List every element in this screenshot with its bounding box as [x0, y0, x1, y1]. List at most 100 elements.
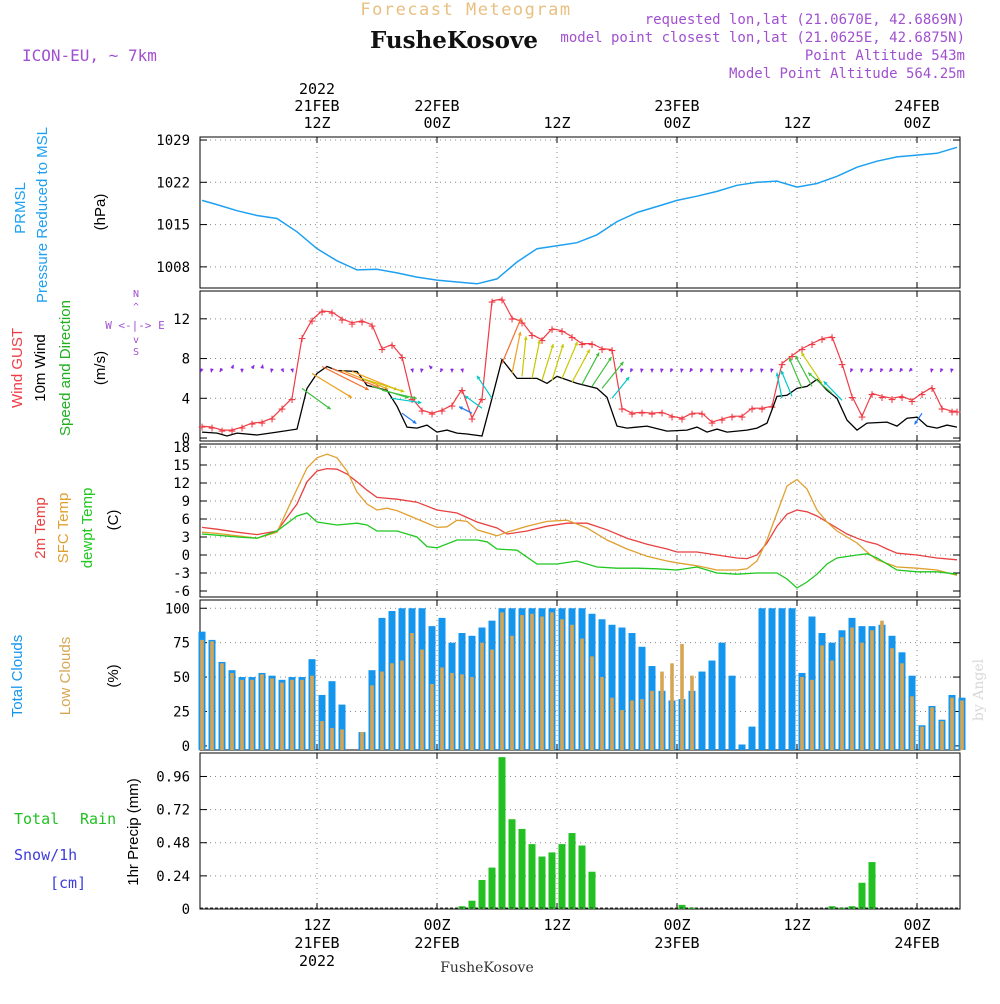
gust-marker: +: [418, 404, 426, 419]
low-cloud-bar: [380, 671, 384, 750]
wind-arrow: [391, 397, 422, 404]
wind-arrow-head: [537, 340, 541, 344]
gust-marker: +: [588, 338, 596, 353]
top-time-label: 2022: [299, 80, 335, 98]
wind-arrow-head: [459, 406, 463, 410]
bottom-time-label: 22FEB: [414, 934, 459, 952]
dewpt-line: [201, 512, 958, 589]
low-cloud-bar: [220, 663, 224, 750]
bottom-time-label: 24FEB: [894, 934, 939, 952]
pressure-line: [201, 146, 958, 285]
low-cloud-bar: [890, 648, 894, 750]
gust-marker: +: [953, 405, 961, 420]
wind-arrow-head: [869, 367, 874, 372]
wind-arrow: [301, 387, 332, 410]
gust-marker: +: [368, 319, 376, 334]
wind-arrow-head: [700, 368, 704, 373]
wind-arrow-head: [347, 394, 352, 398]
wind-arrow-head: [850, 368, 854, 373]
wind-arrow-head: [290, 368, 294, 373]
pressure-ytick-label: 1015: [156, 218, 190, 234]
label-pressure-msl: Pressure Reduced to MSL: [34, 127, 51, 303]
wind-arrow-head: [450, 368, 454, 373]
low-cloud-bar: [410, 633, 414, 750]
low-cloud-bar: [250, 679, 254, 750]
wind-arrow-head: [464, 395, 469, 400]
location-title: FusheKosove: [370, 27, 538, 54]
gust-marker: +: [608, 344, 616, 359]
wind-arrow-head: [880, 368, 884, 373]
gust-marker: +: [388, 339, 396, 354]
label-prmsl: PRMSL: [12, 182, 29, 234]
precipitation-ytick-label: 0: [182, 902, 190, 918]
model-altitude: Model Point Altitude 564.25m: [729, 66, 965, 82]
gust-marker: +: [488, 295, 496, 310]
total-cloud-bar: [728, 675, 736, 750]
total-cloud-bar: [338, 704, 346, 750]
label-precip-axis: 1hr Precip (mm): [125, 778, 142, 886]
low-cloud-bar: [870, 630, 874, 750]
gust-marker: +: [428, 407, 436, 422]
gust-marker: +: [498, 293, 506, 308]
low-cloud-bar: [360, 732, 364, 750]
gust-marker: +: [518, 316, 526, 331]
precip-bar: [678, 904, 686, 909]
clouds-ytick-label: 25: [173, 704, 190, 720]
gust-marker: +: [348, 317, 356, 332]
temp2m-line: [201, 467, 958, 561]
low-cloud-bar: [290, 679, 294, 750]
figure-title: Forecast Meteogram: [360, 0, 571, 20]
precip-bar: [518, 828, 526, 909]
requested-coords: requested lon,lat (21.0670E, 42.6869N): [645, 12, 965, 28]
wind-arrow-head: [250, 365, 255, 370]
wind-ytick-label: 0: [182, 431, 190, 447]
gust-marker: +: [708, 416, 716, 431]
total-cloud-bar: [788, 608, 796, 750]
gust-line: [201, 298, 957, 431]
gust-marker: +: [308, 314, 316, 329]
wind-arrow-head: [517, 331, 522, 336]
compass-up: ^: [133, 302, 139, 313]
wind-arrow-head: [808, 372, 812, 377]
low-cloud-bar: [660, 671, 664, 750]
temperature-ytick-label: 12: [173, 476, 190, 492]
wind-arrow-head: [630, 368, 634, 373]
wind-arrow-head: [326, 405, 331, 410]
low-cloud-bar: [400, 660, 404, 750]
low-cloud-bar: [910, 696, 914, 750]
precip-bar: [498, 757, 506, 909]
wind-arrow: [561, 341, 578, 379]
low-cloud-bar: [310, 675, 314, 750]
gust-marker: +: [828, 331, 836, 346]
gust-marker: +: [458, 383, 466, 398]
low-cloud-bar: [270, 678, 274, 750]
wind-arrow-head: [914, 420, 918, 425]
precip-bar: [558, 844, 566, 909]
gust-marker: +: [598, 343, 606, 358]
wind-arrow-head: [429, 365, 433, 370]
low-cloud-bar: [930, 707, 934, 750]
gust-marker: +: [508, 312, 516, 327]
wind-arrow-head: [740, 368, 744, 373]
low-cloud-bar: [430, 683, 434, 750]
gust-marker: +: [688, 407, 696, 422]
low-cloud-bar: [880, 620, 884, 750]
wind-arrow-head: [412, 395, 417, 400]
precip-bar: [528, 844, 536, 909]
point-altitude: Point Altitude 543m: [805, 48, 965, 64]
total-cloud-bar: [708, 660, 716, 750]
gust-marker: +: [218, 424, 226, 439]
wind-arrow-head: [823, 381, 828, 386]
wind-arrow-head: [625, 377, 630, 381]
footer-location: FusheKosove: [440, 960, 534, 976]
wind-arrow-head: [619, 361, 624, 366]
gust-marker: +: [948, 405, 956, 420]
wind-arrow: [823, 380, 843, 401]
temperature-ytick-label: -6: [173, 584, 190, 600]
gust-marker: +: [398, 351, 406, 366]
wind-arrow-head: [950, 368, 954, 373]
low-cloud-bar: [530, 613, 534, 750]
temperature-ytick-label: 6: [182, 512, 190, 528]
precip-legend: Total Rain Snow/1h [cm] 1hr Precip (mm): [14, 778, 142, 892]
bottom-time-label: 12Z: [543, 916, 570, 934]
